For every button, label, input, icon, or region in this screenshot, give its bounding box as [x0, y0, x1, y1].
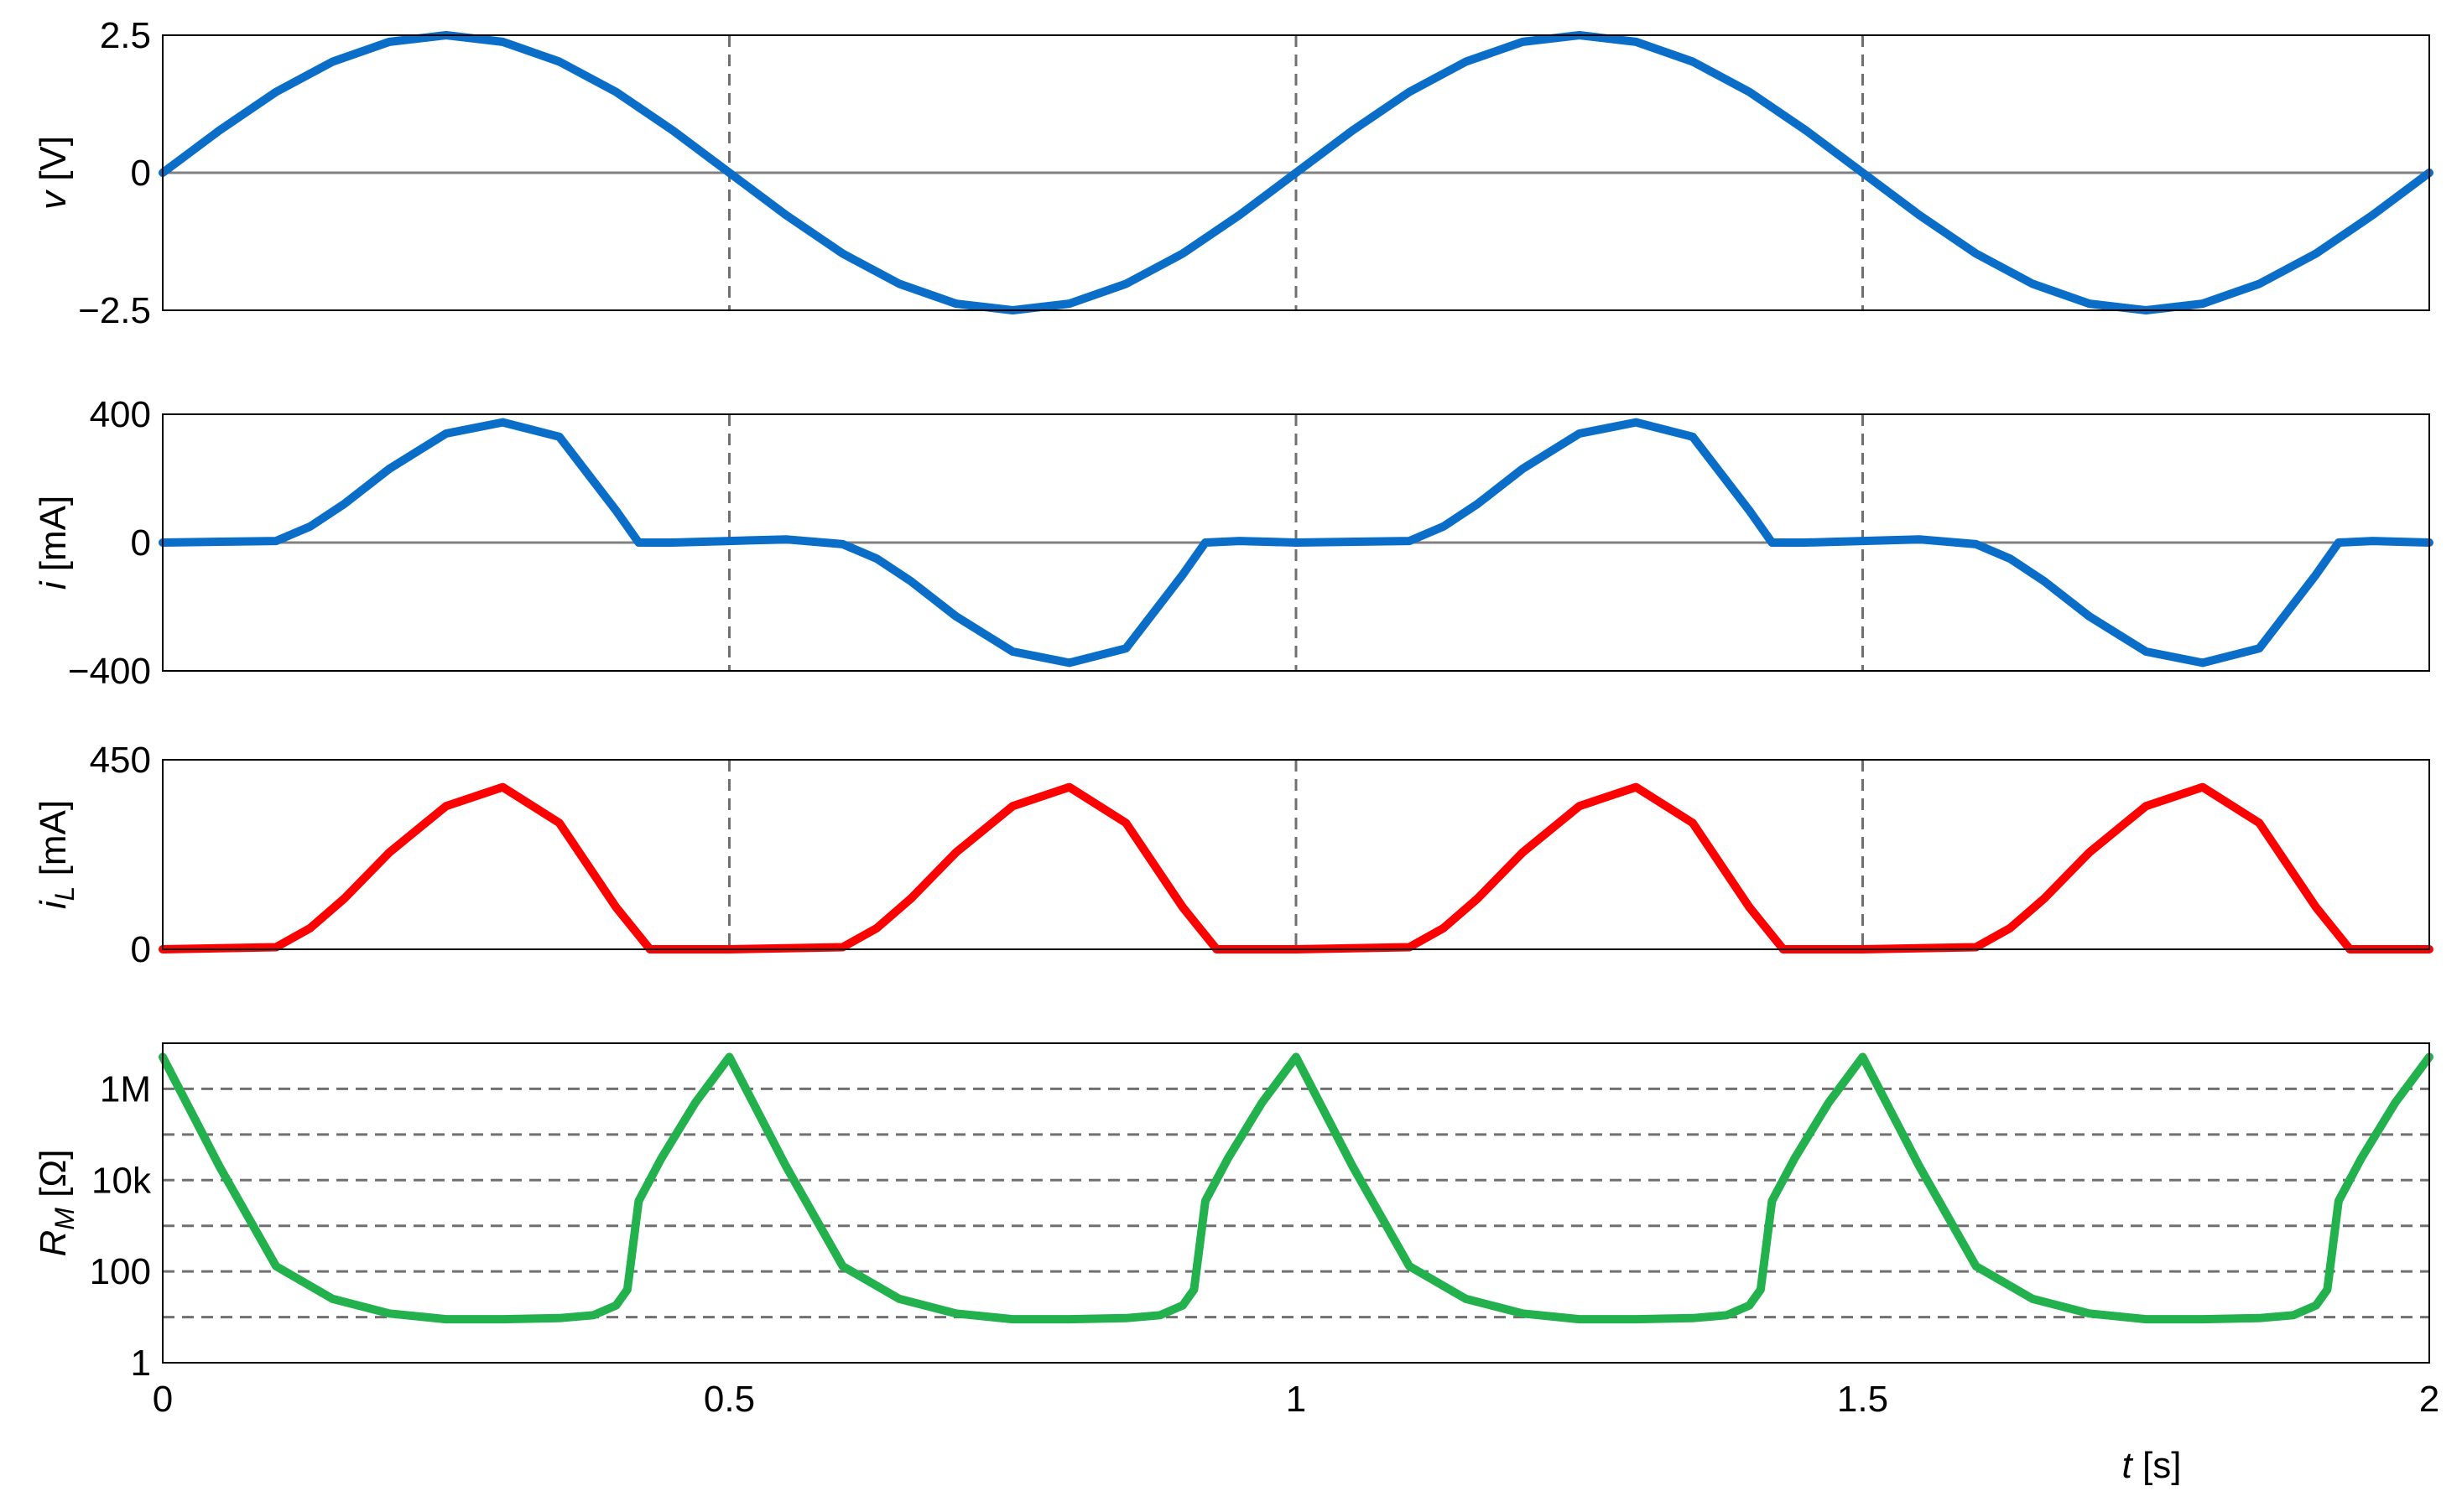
y-tick-label: 1M	[100, 1068, 151, 1109]
y-axis-label-subscript: L	[49, 886, 80, 901]
x-axis-label: t [s]	[2122, 1445, 2182, 1486]
x-tick-label: 0.5	[704, 1379, 755, 1420]
y-tick-label: 10k	[91, 1160, 152, 1201]
plot-frame	[162, 413, 2430, 672]
plot-frame	[162, 759, 2430, 950]
y-tick-label: 1	[131, 1343, 151, 1384]
y-axis-label: i [mA]	[33, 496, 74, 590]
x-axis-label-unit: [s]	[2132, 1445, 2182, 1486]
x-axis: 0 0.5 1 1.5 2 t [s]	[153, 1379, 2439, 1486]
y-tick-label: −400	[68, 651, 151, 692]
y-axis-label-unit: [mA]	[33, 496, 74, 582]
y-tick-label: 450	[90, 740, 151, 781]
series-line	[159, 31, 2433, 314]
x-tick-label: 2	[2419, 1379, 2439, 1420]
y-axis-label-unit: [mA]	[33, 800, 74, 886]
x-tick-label: 1.5	[1837, 1379, 1888, 1420]
y-axis-label: v [V]	[33, 136, 74, 210]
y-axis-label-variable: i	[33, 580, 74, 590]
panel-memristance: 1 100 10k 1M RM [Ω]	[33, 1042, 2433, 1384]
series-line	[159, 1052, 2433, 1324]
y-tick-label: −2.5	[78, 290, 151, 331]
y-axis-label-unit: [Ω]	[33, 1149, 74, 1208]
plot-frame	[162, 1042, 2430, 1364]
y-tick-label: 0	[131, 522, 151, 564]
x-axis-label-variable: t	[2122, 1445, 2134, 1486]
x-tick-label: 1	[1286, 1379, 1306, 1420]
y-tick-label: 0	[131, 153, 151, 194]
y-axis-label-subscript: M	[49, 1208, 80, 1230]
series-line	[159, 418, 2433, 668]
y-axis-label-variable: R	[33, 1230, 74, 1257]
y-tick-label: 100	[90, 1251, 151, 1292]
y-tick-label: 0	[131, 929, 151, 970]
y-axis-label-variable: i	[33, 900, 74, 909]
panel-voltage: −2.5 0 2.5 v [V]	[33, 15, 2433, 331]
y-axis-label: iL [mA]	[33, 800, 80, 909]
plot-frame	[162, 34, 2430, 311]
y-axis-label-variable: v	[33, 189, 74, 210]
x-tick-label: 0	[153, 1379, 173, 1420]
y-tick-label: 400	[90, 394, 151, 435]
y-tick-label: 2.5	[100, 15, 151, 56]
panel-current: −400 0 400 i [mA]	[33, 394, 2433, 692]
y-axis-label-unit: [V]	[33, 136, 74, 191]
y-axis-label: RM [Ω]	[33, 1149, 80, 1256]
